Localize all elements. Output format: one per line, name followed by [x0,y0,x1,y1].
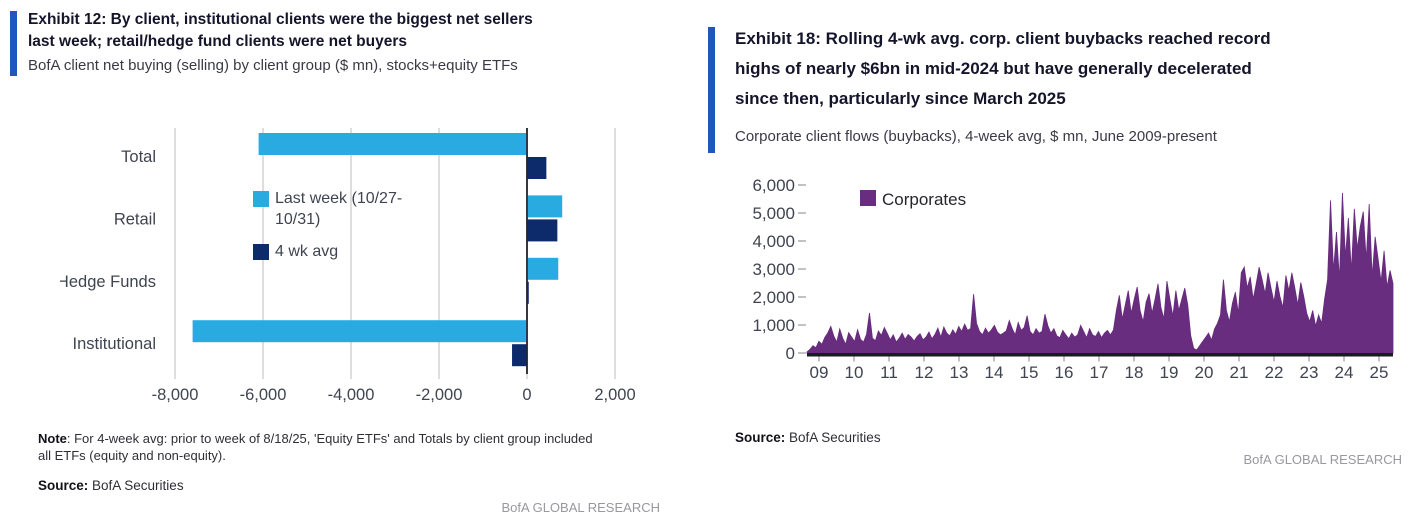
x-tick-label: 17 [1090,363,1109,382]
y-tick-label: 6,000 [752,176,795,195]
source-text: BofA Securities [88,478,184,493]
legend-swatch-corporates-icon [860,190,876,206]
legend-label-corporates: Corporates [882,190,967,209]
x-tick-label: 11 [880,363,898,382]
corporates-area-series [806,192,1394,354]
source-label: Source: [735,430,786,445]
legend-swatch-4wk-avg-icon [253,244,269,260]
bar-4-wk-avg [527,281,529,304]
exhibit-12-watermark: BofA GLOBAL RESEARCH [501,500,660,515]
bar-last-week-10-27-10-31- [527,195,563,218]
x-tick-label: 09 [810,363,829,382]
x-tick-label: 21 [1230,363,1249,382]
legend-label-4wk-avg: 4 wk avg [275,243,339,260]
x-axis-line [807,353,1393,357]
exhibit-12-note: Note: For 4-week avg: prior to week of 8… [38,430,660,464]
x-tick-label: 2,000 [594,386,635,404]
x-tick-label: -4,000 [328,386,375,404]
x-tick-label: 16 [1055,363,1074,382]
category-label: Hedge Funds [60,273,156,291]
exhibit-18-subtitle: Corporate client flows (buybacks), 4-wee… [735,128,1217,145]
y-tick-label: 0 [786,344,795,363]
x-tick-label: 25 [1370,363,1389,382]
x-tick-label: 10 [845,363,864,382]
category-label: Total [121,148,156,166]
x-tick-label: 20 [1195,363,1214,382]
x-tick-label: 14 [985,363,1004,382]
x-tick-label: -6,000 [240,386,287,404]
bar-last-week-10-27-10-31- [527,257,559,280]
x-tick-label: -2,000 [416,386,463,404]
exhibit-18-title: Exhibit 18: Rolling 4-wk avg. corp. clie… [735,29,1271,108]
exhibit-12-title: Exhibit 12: By client, institutional cli… [28,11,533,50]
x-tick-label: 13 [950,363,969,382]
x-tick-label: 24 [1335,363,1354,382]
legend-label-last-week: Last week (10/27-10/31) [275,190,403,228]
note-label: Note [38,431,67,446]
bar-chart-legend-item-last-week: Last week (10/27-10/31) [253,188,421,230]
y-tick-label: 5,000 [752,204,795,223]
bar-last-week-10-27-10-31- [192,320,527,343]
x-tick-label: 18 [1125,363,1144,382]
exhibit-12-subtitle: BofA client net buying (selling) by clie… [28,57,518,74]
exhibit-12-source: Source: BofA Securities [38,478,184,493]
category-label: Retail [114,210,156,228]
bar-chart: -8,000 -6,000 -4,000 -2,000 0 2,000 Total Retai… [60,128,636,404]
x-tick-label: 0 [522,386,531,404]
x-tick-label: 22 [1265,363,1284,382]
x-tick-label: 19 [1160,363,1179,382]
x-tick-label: 12 [915,363,934,382]
bar-last-week-10-27-10-31- [258,133,527,155]
x-tick-label: 23 [1300,363,1319,382]
y-tick-label: 1,000 [752,316,795,335]
exhibit-12-accent-bar [10,11,17,76]
x-tick-label: 15 [1020,363,1039,382]
exhibit-18-accent-bar [708,27,715,153]
bar-4-wk-avg [512,344,527,367]
bar-chart-legend-item-4wk-avg: 4 wk avg [253,241,421,262]
y-tick-label: 4,000 [752,232,795,251]
y-tick-label: 2,000 [752,288,795,307]
y-tick-label: 3,000 [752,260,795,279]
source-text: BofA Securities [785,430,881,445]
legend-swatch-last-week-icon [253,191,269,207]
exhibit-18-source: Source: BofA Securities [735,430,881,445]
x-tick-label: -8,000 [152,386,199,404]
bar-4-wk-avg [527,219,558,242]
category-label: Institutional [73,335,156,353]
exhibit-18-watermark: BofA GLOBAL RESEARCH [1243,452,1402,467]
source-label: Source: [38,478,89,493]
bar-4-wk-avg [527,157,547,179]
area-chart-legend-item-corporates: Corporates [860,189,966,210]
area-chart: 0 1,000 2,000 3,000 4,000 5,000 6,000 09 10 11 12 1… [752,176,1394,382]
note-text: : For 4-week avg: prior to week of 8/18/… [38,431,593,463]
